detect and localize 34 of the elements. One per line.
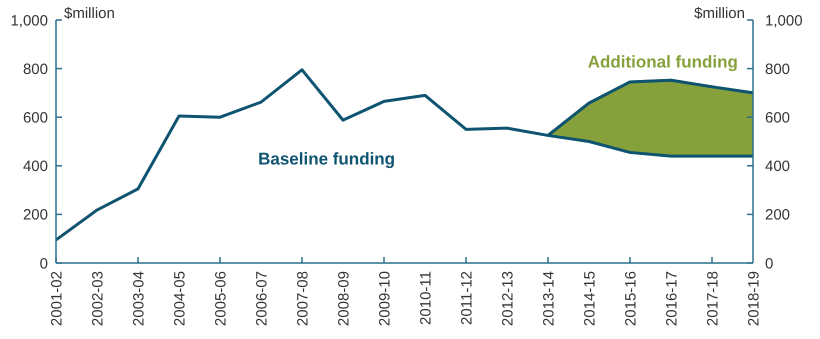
x-tick-label: 2012-13 bbox=[499, 271, 516, 326]
y-tick-label: 400 bbox=[22, 158, 48, 176]
x-tick-label: 2007-08 bbox=[294, 271, 312, 326]
x-tick-label: 2018-19 bbox=[745, 271, 762, 326]
y-tick-label: 200 bbox=[22, 206, 48, 224]
y2-tick-label: 200 bbox=[765, 206, 790, 224]
x-tick-label: 2015-16 bbox=[622, 271, 640, 326]
y-tick-label: 1,000 bbox=[10, 12, 48, 30]
y2-axis-title: $million bbox=[694, 5, 745, 22]
x-tick-label: 2010-11 bbox=[417, 271, 434, 325]
x-tick-label: 2011-12 bbox=[458, 271, 476, 325]
x-tick-label: 2014-15 bbox=[581, 271, 598, 326]
x-tick-label: 2008-09 bbox=[335, 271, 352, 326]
y2-tick-label: 600 bbox=[765, 109, 790, 126]
x-tick-label: 2005-06 bbox=[212, 271, 230, 326]
y-tick-label: 0 bbox=[40, 255, 48, 272]
y2-tick-label: 400 bbox=[765, 158, 790, 176]
x-tick-label: 2016-17 bbox=[663, 271, 680, 326]
y2-tick-label: 0 bbox=[765, 255, 774, 272]
x-tick-label: 2002-03 bbox=[89, 271, 106, 326]
x-tick-label: 2004-05 bbox=[171, 271, 188, 326]
x-tick-label: 2006-07 bbox=[253, 271, 270, 326]
series-label: Additional funding bbox=[588, 52, 738, 72]
y2-tick-label: 800 bbox=[765, 60, 790, 78]
x-tick-label: 2009-10 bbox=[376, 271, 394, 326]
x-tick-label: 2003-04 bbox=[130, 271, 148, 326]
x-tick-label: 2001-02 bbox=[48, 271, 66, 326]
text: Baseline funding bbox=[258, 149, 396, 168]
y-tick-label: 800 bbox=[22, 60, 48, 78]
y-axis-title: $million bbox=[64, 5, 115, 22]
x-tick-label: 2017-18 bbox=[704, 271, 722, 326]
y2-tick-label: 1,000 bbox=[765, 12, 803, 30]
x-tick-label: 2013-14 bbox=[540, 271, 558, 326]
y-tick-label: 600 bbox=[22, 109, 48, 126]
